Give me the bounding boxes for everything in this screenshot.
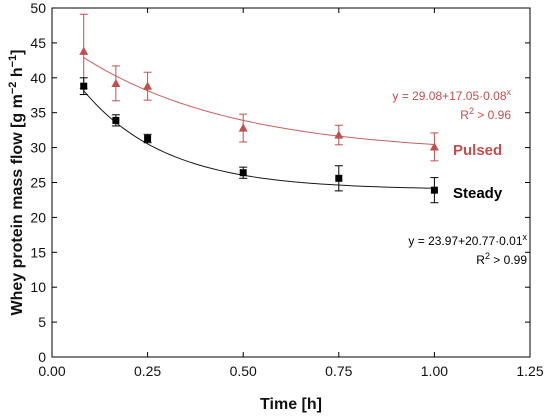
- pulsed-r-squared: R2 > 0.96: [460, 106, 511, 122]
- x-tick-label: 0.25: [134, 363, 161, 379]
- steady-point: [143, 133, 152, 144]
- y-tick-label: 20: [30, 209, 46, 225]
- steady-equation: y = 23.97+20.77·0.01x: [408, 232, 527, 248]
- x-tick-label: 1.00: [421, 363, 448, 379]
- fit-curves: [83, 57, 435, 189]
- x-tick-label: 0.50: [230, 363, 257, 379]
- steady-marker: [80, 82, 88, 90]
- steady-fit-curve: [83, 90, 435, 189]
- pulsed-point: [79, 13, 89, 89]
- steady-point: [334, 165, 343, 192]
- y-tick-label: 5: [38, 314, 46, 330]
- y-tick-label: 10: [30, 279, 46, 295]
- y-tick-label: 30: [30, 140, 46, 156]
- plot-frame: [51, 7, 531, 358]
- y-tick-label: 25: [30, 175, 46, 191]
- steady-point: [79, 77, 88, 96]
- data-points: [79, 13, 439, 204]
- x-tick-label: 1.25: [516, 363, 543, 379]
- pulsed-marker: [238, 123, 248, 132]
- pulsed-series-label: Pulsed: [453, 142, 502, 159]
- pulsed-equation: y = 29.08+17.05·0.08x: [392, 87, 511, 103]
- steady-marker: [144, 135, 152, 143]
- steady-marker: [335, 174, 343, 182]
- x-tick-label: 0.75: [325, 363, 352, 379]
- pulsed-marker: [143, 81, 153, 90]
- pulsed-marker: [334, 130, 344, 139]
- pulsed-point: [238, 113, 248, 143]
- pulsed-fit-curve: [83, 57, 435, 145]
- y-tick-label: 0: [38, 349, 46, 365]
- steady-series-label: Steady: [453, 185, 503, 202]
- pulsed-marker: [429, 142, 439, 151]
- steady-point: [111, 114, 120, 127]
- x-axis-title: Time [h]: [260, 396, 322, 413]
- steady-marker: [112, 116, 120, 124]
- x-tick-label: 0.00: [38, 363, 65, 379]
- pulsed-marker: [111, 78, 121, 87]
- steady-point: [430, 177, 439, 204]
- pulsed-point: [429, 132, 439, 162]
- steady-point: [239, 166, 248, 179]
- y-tick-label: 50: [30, 0, 46, 16]
- y-tick-label: 40: [30, 70, 46, 86]
- steady-marker: [430, 186, 438, 194]
- pulsed-point: [334, 124, 344, 146]
- y-tick-label: 45: [30, 35, 46, 51]
- y-tick-label: 15: [30, 244, 46, 260]
- steady-r-squared: R2 > 0.99: [476, 251, 527, 267]
- steady-marker: [239, 169, 247, 177]
- y-tick-label: 35: [30, 105, 46, 121]
- pulsed-marker: [79, 46, 89, 55]
- pulsed-point: [143, 71, 153, 101]
- axis-ticks: 0.00 0.25 0.50 0.75 1.00 1.25 0 5 10 15 20 25 30 35 40…: [30, 0, 543, 379]
- pulsed-point: [111, 65, 121, 102]
- y-axis-title: Whey protein mass flow [g m−2 h−1]: [7, 50, 26, 316]
